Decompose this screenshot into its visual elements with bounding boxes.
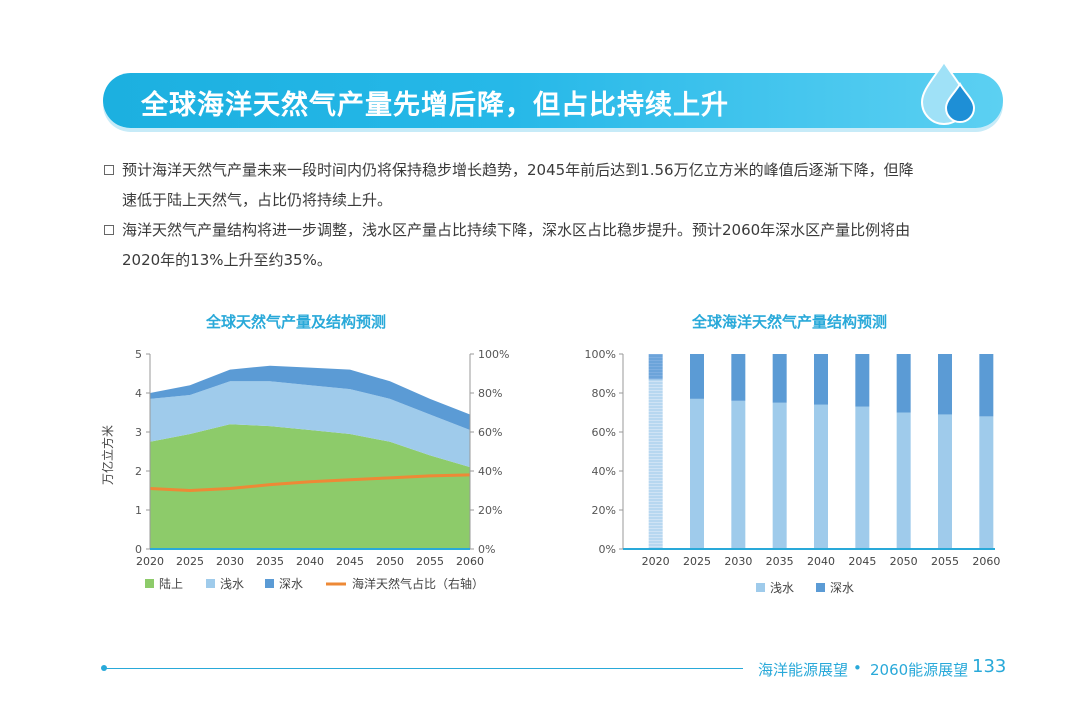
x-tick-label: 2040: [807, 555, 835, 568]
x-tick-label: 2020: [642, 555, 670, 568]
footer-divider: [103, 668, 743, 669]
bar-deep: [855, 354, 870, 407]
bar-deep: [979, 354, 994, 417]
y2-tick-label: 60%: [478, 426, 502, 439]
legend-swatch: [145, 579, 154, 588]
y-tick-label: 3: [135, 426, 142, 439]
x-tick-label: 2050: [376, 555, 404, 568]
footer-separator: •: [853, 659, 862, 677]
y-tick-label: 40%: [592, 465, 616, 478]
legend-label: 浅水: [770, 581, 794, 595]
area-series-陆上: [150, 424, 470, 549]
legend-label: 浅水: [220, 577, 244, 591]
y-tick-label: 1: [135, 504, 142, 517]
page-title: 全球海洋天然气产量先增后降，但占比持续上升: [141, 90, 729, 121]
water-drop-icon: [920, 60, 976, 125]
y2-tick-label: 40%: [478, 465, 502, 478]
bar-deep: [938, 354, 952, 415]
x-tick-label: 2055: [416, 555, 444, 568]
share-line-series: [149, 473, 471, 493]
bar-deep: [731, 354, 746, 401]
legend-label: 海洋天然气占比（右轴）: [352, 576, 484, 591]
footer-book-title: 2060能源展望: [870, 661, 969, 679]
y-axis-title: 万亿立方米: [100, 425, 115, 485]
bar-deep: [690, 354, 704, 399]
legend-swatch: [756, 583, 765, 592]
bullet-text-line: 海洋天然气产量结构将进一步调整，浅水区产量占比持续下降，深水区占比稳步提升。预计…: [122, 221, 911, 239]
bar-shallow: [772, 402, 787, 549]
y2-tick-label: 100%: [478, 348, 509, 361]
bar-shallow: [814, 404, 828, 549]
bullet-paragraph: 预计海洋天然气产量未来一段时间内仍将保持稳步增长趋势，2045年前后达到1.56…: [104, 155, 1004, 215]
y-tick-label: 20%: [592, 504, 616, 517]
bar-shallow: [938, 414, 952, 549]
y-tick-label: 5: [135, 348, 142, 361]
y-tick-label: 80%: [592, 387, 616, 400]
title-banner: 全球海洋天然气产量先增后降，但占比持续上升: [103, 73, 1003, 128]
x-tick-label: 2025: [683, 555, 711, 568]
page-number: 133: [972, 656, 1007, 677]
production-area-chart: 0 1 2 3 4 5 0% 20% 40% 60% 80% 100% 2020 2025 2030 2035…: [100, 348, 509, 591]
x-tick-label: 2030: [216, 555, 244, 568]
bar-shallow: [979, 416, 994, 549]
x-tick-label: 2035: [256, 555, 284, 568]
y-tick-label: 2: [135, 465, 142, 478]
x-tick-label: 2025: [176, 555, 204, 568]
bar-deep: [648, 354, 663, 380]
x-tick-label: 2050: [890, 555, 918, 568]
y2-tick-label: 0%: [478, 543, 495, 556]
bar-deep: [772, 354, 787, 403]
bar-deep: [896, 354, 911, 413]
x-tick-label: 2060: [972, 555, 1000, 568]
y-tick-label: 0: [135, 543, 142, 556]
x-tick-label: 2055: [931, 555, 959, 568]
legend-swatch: [206, 579, 215, 588]
offshore-structure-bar-chart: 0% 20% 40% 60% 80% 100% 2020 2025 2030 2035 2040 20…: [585, 348, 1001, 595]
x-tick-label: 2045: [336, 555, 364, 568]
y2-tick-label: 20%: [478, 504, 502, 517]
legend-swatch: [816, 583, 825, 592]
bullet-text-line: 2020年的13%上升至约35%。: [122, 251, 332, 269]
bullet-text-line: 预计海洋天然气产量未来一段时间内仍将保持稳步增长趋势，2045年前后达到1.56…: [122, 161, 914, 179]
bar-deep: [814, 354, 828, 405]
bullet-box-icon: [104, 165, 114, 175]
y-tick-label: 100%: [585, 348, 616, 361]
bullet-text-line: 速低于陆上天然气，占比仍将持续上升。: [122, 191, 393, 209]
area-series-浅水: [150, 381, 470, 468]
x-tick-label: 2040: [296, 555, 324, 568]
x-tick-label: 2030: [724, 555, 752, 568]
legend-swatch: [265, 579, 274, 588]
x-tick-label: 2035: [766, 555, 794, 568]
y2-tick-label: 80%: [478, 387, 502, 400]
bar-shallow: [731, 400, 746, 549]
bar-shallow: [896, 412, 911, 549]
bar-shallow: [855, 406, 870, 549]
y-tick-label: 60%: [592, 426, 616, 439]
x-tick-label: 2060: [456, 555, 484, 568]
bar-shallow: [648, 379, 663, 549]
chart-title-left: 全球天然气产量及结构预测: [206, 313, 387, 331]
y-tick-label: 0%: [599, 543, 616, 556]
chart-title-right: 全球海洋天然气产量结构预测: [692, 313, 888, 331]
x-tick-label: 2045: [848, 555, 876, 568]
bullet-box-icon: [104, 225, 114, 235]
area-series-深水: [150, 365, 470, 431]
x-tick-label: 2020: [136, 555, 164, 568]
y-tick-label: 4: [135, 387, 142, 400]
legend-label: 陆上: [159, 576, 183, 591]
bullet-paragraph: 海洋天然气产量结构将进一步调整，浅水区产量占比持续下降，深水区占比稳步提升。预计…: [104, 215, 1004, 275]
legend-label: 深水: [279, 577, 303, 591]
bar-shallow: [690, 398, 704, 549]
legend-label: 深水: [830, 581, 854, 595]
footer-section-title: 海洋能源展望: [758, 661, 849, 679]
